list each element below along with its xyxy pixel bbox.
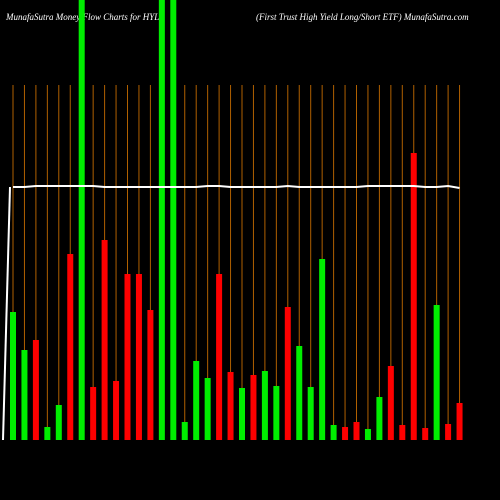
bar — [10, 312, 16, 440]
bar — [273, 386, 280, 440]
bar — [90, 387, 97, 440]
bar — [113, 381, 120, 440]
bar — [307, 387, 314, 440]
bar — [342, 427, 349, 440]
bar — [353, 422, 360, 440]
bar — [193, 361, 200, 440]
bar — [250, 375, 257, 440]
line — [13, 184, 460, 189]
bar — [55, 405, 62, 440]
bar — [376, 397, 383, 440]
bar — [32, 340, 39, 440]
bar — [21, 350, 28, 440]
bar — [135, 274, 142, 440]
bar — [296, 346, 303, 440]
bar — [204, 378, 211, 440]
bar — [456, 403, 463, 440]
bar — [364, 429, 371, 440]
bar — [147, 310, 154, 440]
bar — [410, 153, 417, 440]
bar — [44, 427, 51, 440]
bar — [399, 425, 406, 440]
bar — [387, 366, 394, 440]
bar — [239, 388, 245, 440]
bar — [284, 307, 291, 440]
bar — [261, 371, 268, 440]
bar — [181, 422, 188, 440]
bar — [330, 425, 337, 440]
bar — [158, 0, 165, 440]
bar — [124, 274, 131, 440]
bar — [422, 428, 429, 440]
bar — [319, 259, 326, 440]
bar — [216, 274, 223, 440]
line-start — [2, 186, 11, 441]
bar — [78, 0, 85, 440]
bar — [101, 240, 108, 440]
bar — [67, 254, 74, 440]
bar — [445, 424, 452, 440]
bar — [170, 0, 177, 440]
bar — [433, 305, 440, 440]
bar — [227, 372, 234, 440]
chart-subtitle: (First Trust High Yield Long/Short ETF) … — [256, 12, 469, 22]
